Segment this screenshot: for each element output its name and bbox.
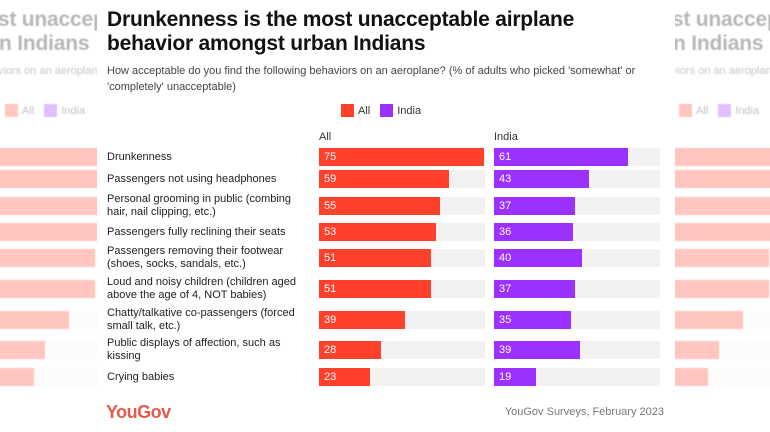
data-label-all: 59 [324, 173, 337, 185]
bar-india [494, 197, 576, 215]
bar-all [0, 311, 69, 329]
category-label: Passengers not using headphones [107, 172, 277, 185]
legend: All India [679, 104, 769, 117]
data-label-india: 40 [499, 252, 512, 264]
column-header-all: All [319, 131, 332, 143]
bar-india [494, 148, 629, 166]
bar-all [319, 341, 381, 359]
bar-india [494, 368, 536, 386]
data-label-india: 37 [499, 283, 512, 295]
category-label: Loud and noisy children (children aged a… [107, 276, 296, 301]
data-label-india: 19 [499, 371, 512, 383]
data-label-india: 35 [499, 314, 512, 326]
bar-india [494, 280, 576, 298]
category-label: Personal grooming in public (combing hai… [107, 193, 292, 218]
category-label: Public displays of affection, such as ki… [107, 337, 281, 362]
yougov-logo: YouGov [106, 402, 171, 422]
legend-swatch-all [679, 104, 692, 117]
bar-all [0, 197, 104, 215]
column-header-india: India [494, 131, 518, 143]
data-label-all: 53 [324, 226, 337, 238]
data-label-all: 51 [324, 252, 337, 264]
legend-swatch-india [44, 104, 58, 117]
bar-india [494, 249, 582, 267]
legend-swatch-india [380, 104, 394, 117]
legend-label-india: India [397, 104, 422, 117]
bar-all [319, 223, 436, 241]
bar-india [494, 170, 589, 188]
legend-swatch-india [718, 104, 732, 117]
legend-label-all: All [696, 104, 709, 117]
data-label-all: 23 [324, 371, 337, 383]
category-label: Chatty/talkative co-passengers (forced s… [107, 307, 295, 332]
chart: Drunkenness is the most unacceptable air… [97, 0, 675, 432]
bar-all [0, 341, 45, 359]
data-label-all: 55 [324, 200, 337, 212]
chart-subtitle: How acceptable do you find the following… [107, 65, 636, 93]
data-label-india: 39 [499, 344, 512, 356]
data-label-all: 51 [324, 283, 337, 295]
page-title: Drunkenness is the most unacceptable air… [107, 8, 575, 55]
bar-all [319, 311, 405, 329]
bar-all [0, 249, 96, 267]
data-label-india: 61 [499, 151, 512, 163]
bar-all [319, 170, 449, 188]
bar-india [494, 341, 580, 359]
legend: All India [341, 104, 431, 117]
bar-all [319, 197, 440, 215]
data-label-india: 37 [499, 200, 512, 212]
data-label-india: 43 [499, 173, 512, 185]
legend-label-all: All [22, 104, 35, 117]
bar-all [319, 368, 370, 386]
category-label: Drunkenness [107, 150, 172, 163]
legend-label-india: India [735, 104, 760, 117]
category-label: Crying babies [107, 370, 175, 383]
category-label: Passengers removing their footwear (shoe… [107, 245, 284, 270]
chart-panel: Drunkenness is the most unacceptable air… [97, 0, 675, 432]
bar-all [0, 170, 113, 188]
legend-swatch-all [5, 104, 18, 117]
legend-label-india: India [61, 104, 86, 117]
data-label-all: 39 [324, 314, 337, 326]
legend-label-all: All [358, 104, 371, 117]
data-label-all: 75 [324, 151, 337, 163]
data-label-all: 28 [324, 344, 337, 356]
bar-all [319, 148, 484, 166]
bar-india [494, 311, 571, 329]
bar-all [319, 280, 432, 298]
bar-all [0, 223, 100, 241]
bar-all [0, 280, 96, 298]
bar-india [494, 223, 574, 241]
category-label: Passengers fully reclining their seats [107, 225, 286, 238]
legend: All India [5, 104, 95, 117]
bar-all [319, 249, 432, 267]
source-note: YouGov Surveys, February 2023 [504, 406, 664, 418]
data-label-india: 36 [499, 226, 512, 238]
legend-swatch-all [341, 104, 354, 117]
bar-all [0, 368, 34, 386]
